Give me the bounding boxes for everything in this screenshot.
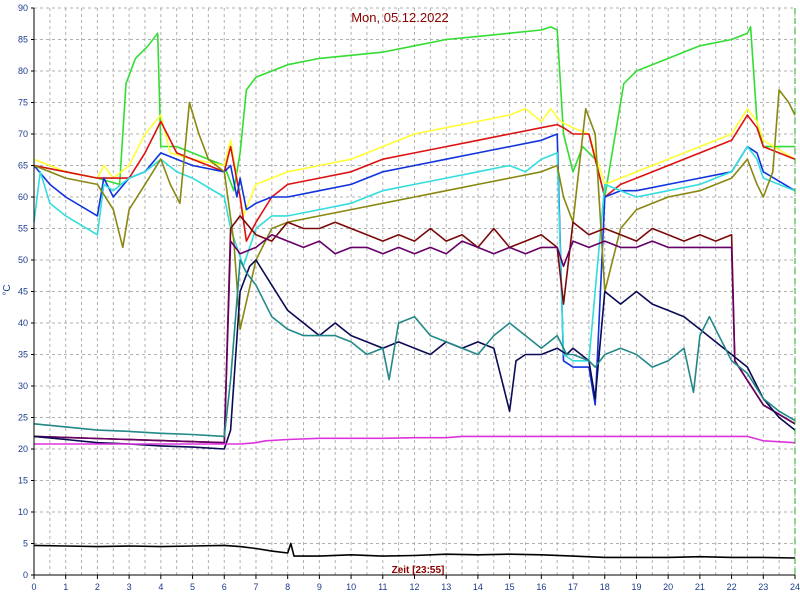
y-tick-label: 20 bbox=[18, 444, 28, 454]
x-tick-label: 16 bbox=[536, 582, 546, 592]
y-tick-label: 85 bbox=[18, 35, 28, 45]
x-tick-label: 19 bbox=[631, 582, 641, 592]
y-tick-label: 40 bbox=[18, 318, 28, 328]
x-tick-label: 18 bbox=[600, 582, 610, 592]
x-axis-label: Zeit [23:55] bbox=[392, 565, 445, 576]
series-line-10 bbox=[34, 435, 796, 445]
chart-title: Mon, 05.12.2022 bbox=[351, 10, 449, 25]
y-tick-label: 50 bbox=[18, 255, 28, 265]
series-line-9 bbox=[33, 259, 796, 438]
x-tick-label: 10 bbox=[346, 582, 356, 592]
x-tick-label: 4 bbox=[158, 582, 163, 592]
y-tick-label: 25 bbox=[18, 413, 28, 423]
x-tick-label: 13 bbox=[441, 582, 451, 592]
y-tick-label: 60 bbox=[18, 192, 28, 202]
x-tick-label: 24 bbox=[790, 582, 800, 592]
y-axis-label: °C bbox=[2, 284, 13, 295]
y-tick-label: 35 bbox=[18, 350, 28, 360]
y-tick-label: 30 bbox=[18, 381, 28, 391]
x-tick-label: 1 bbox=[63, 582, 68, 592]
series-line-4 bbox=[33, 145, 796, 362]
series-line-2 bbox=[33, 114, 796, 242]
series-line-6 bbox=[33, 215, 796, 444]
series-line-5 bbox=[33, 89, 796, 331]
series-line-1 bbox=[33, 108, 796, 217]
y-tick-label: 80 bbox=[18, 66, 28, 76]
y-tick-label: 70 bbox=[18, 129, 28, 139]
series-line-8 bbox=[33, 259, 796, 450]
x-tick-label: 20 bbox=[663, 582, 673, 592]
y-tick-label: 15 bbox=[18, 476, 28, 486]
x-tick-label: 9 bbox=[317, 582, 322, 592]
x-tick-label: 0 bbox=[31, 582, 36, 592]
series-line-0 bbox=[33, 26, 795, 198]
series-line-11 bbox=[33, 542, 796, 559]
x-tick-label: 3 bbox=[127, 582, 132, 592]
x-tick-label: 22 bbox=[727, 582, 737, 592]
x-tick-label: 8 bbox=[285, 582, 290, 592]
y-tick-label: 90 bbox=[18, 3, 28, 13]
series-line-7 bbox=[33, 234, 796, 444]
y-tick-label: 75 bbox=[18, 98, 28, 108]
x-tick-label: 21 bbox=[695, 582, 705, 592]
chart-grid bbox=[33, 7, 796, 576]
x-tick-label: 23 bbox=[758, 582, 768, 592]
x-tick-label: 11 bbox=[378, 582, 387, 592]
x-tick-label: 17 bbox=[568, 582, 578, 592]
x-tick-label: 2 bbox=[95, 582, 100, 592]
y-tick-label: 65 bbox=[18, 161, 28, 171]
chart-series bbox=[33, 26, 796, 559]
y-tick-label: 45 bbox=[18, 287, 28, 297]
y-tick-label: 5 bbox=[23, 539, 28, 549]
y-tick-label: 10 bbox=[18, 507, 28, 517]
x-tick-label: 7 bbox=[253, 582, 258, 592]
x-tick-label: 15 bbox=[505, 582, 515, 592]
y-tick-label: 55 bbox=[18, 224, 28, 234]
y-tick-label: 0 bbox=[23, 570, 28, 580]
x-tick-label: 5 bbox=[190, 582, 195, 592]
x-tick-label: 6 bbox=[222, 582, 227, 592]
chart-axes: 0 1 2 3 4 5 6 7 8 9 10 11 12 13 14 15 16 17 18 19 20 21 22 23 24… bbox=[18, 3, 800, 592]
x-tick-label: 14 bbox=[473, 582, 483, 592]
x-tick-label: 12 bbox=[409, 582, 419, 592]
